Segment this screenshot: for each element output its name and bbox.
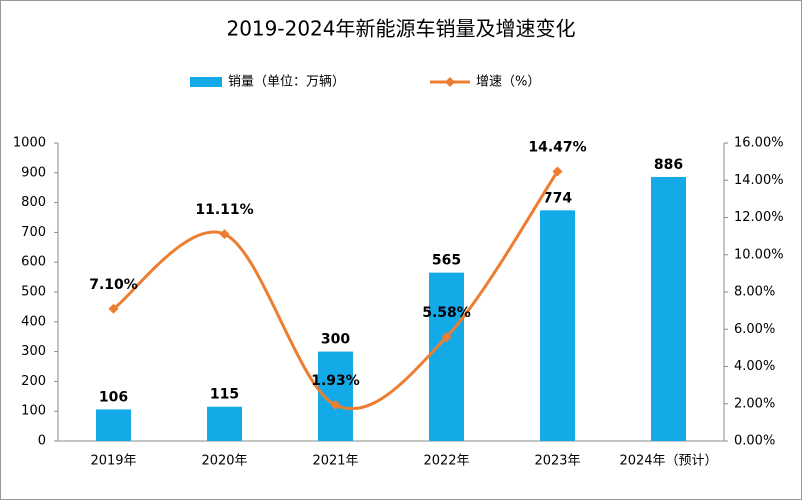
line-label: 11.11% xyxy=(195,202,253,218)
y-tick-label: 700 xyxy=(21,225,46,240)
line-marker xyxy=(330,400,341,411)
y-tick-label: 1000 xyxy=(13,136,46,151)
line-label: 1.93% xyxy=(311,373,360,389)
bar-label: 886 xyxy=(654,157,683,173)
x-tick-label: 2023年 xyxy=(534,454,580,469)
y-tick-label: 900 xyxy=(21,165,46,180)
legend-label: 销量（单位：万辆） xyxy=(228,75,345,90)
y2-tick-label: 0.00% xyxy=(734,434,775,449)
legend-marker xyxy=(445,77,455,87)
y2-tick-label: 2.00% xyxy=(734,396,775,411)
y2-tick-label: 14.00% xyxy=(734,173,784,188)
legend-label: 增速（%） xyxy=(476,75,540,90)
y-tick-label: 800 xyxy=(21,195,46,210)
y2-tick-label: 8.00% xyxy=(734,285,775,300)
y2-tick-label: 16.00% xyxy=(734,136,784,151)
y-tick-label: 400 xyxy=(21,314,46,329)
bar xyxy=(207,406,242,441)
line-label: 5.58% xyxy=(422,305,471,321)
y2-tick-label: 10.00% xyxy=(734,247,784,262)
y-tick-label: 200 xyxy=(21,374,46,389)
x-tick-label: 2021年 xyxy=(312,454,358,469)
bar xyxy=(651,176,686,442)
y2-tick-label: 12.00% xyxy=(734,210,784,225)
x-tick-label: 2019年 xyxy=(90,454,136,469)
y-tick-label: 600 xyxy=(21,255,46,270)
line-marker xyxy=(441,332,452,343)
y-tick-label: 100 xyxy=(21,404,46,419)
line-label: 7.10% xyxy=(89,277,138,293)
x-tick-label: 2024年（预计） xyxy=(619,454,717,469)
y-tick-label: 500 xyxy=(21,285,46,300)
chart-title: 2019-2024年新能源车销量及增速变化 xyxy=(226,17,575,41)
bar xyxy=(540,210,575,441)
line-label: 14.47% xyxy=(528,139,586,155)
bar xyxy=(96,409,131,441)
bar-label: 106 xyxy=(99,389,128,405)
line-marker xyxy=(108,303,119,314)
x-tick-label: 2020年 xyxy=(201,454,247,469)
y2-tick-label: 4.00% xyxy=(734,359,775,374)
bar-label: 774 xyxy=(543,190,572,206)
bar-label: 115 xyxy=(210,387,239,403)
legend-swatch xyxy=(190,77,222,87)
line-marker xyxy=(219,229,230,240)
y-tick-label: 0 xyxy=(38,434,46,449)
x-tick-label: 2022年 xyxy=(423,454,469,469)
bar-label: 300 xyxy=(321,332,350,348)
bar-label: 565 xyxy=(432,253,461,269)
y2-tick-label: 6.00% xyxy=(734,322,775,337)
y-tick-label: 300 xyxy=(21,344,46,359)
line-marker xyxy=(552,166,563,177)
bar xyxy=(429,272,464,441)
